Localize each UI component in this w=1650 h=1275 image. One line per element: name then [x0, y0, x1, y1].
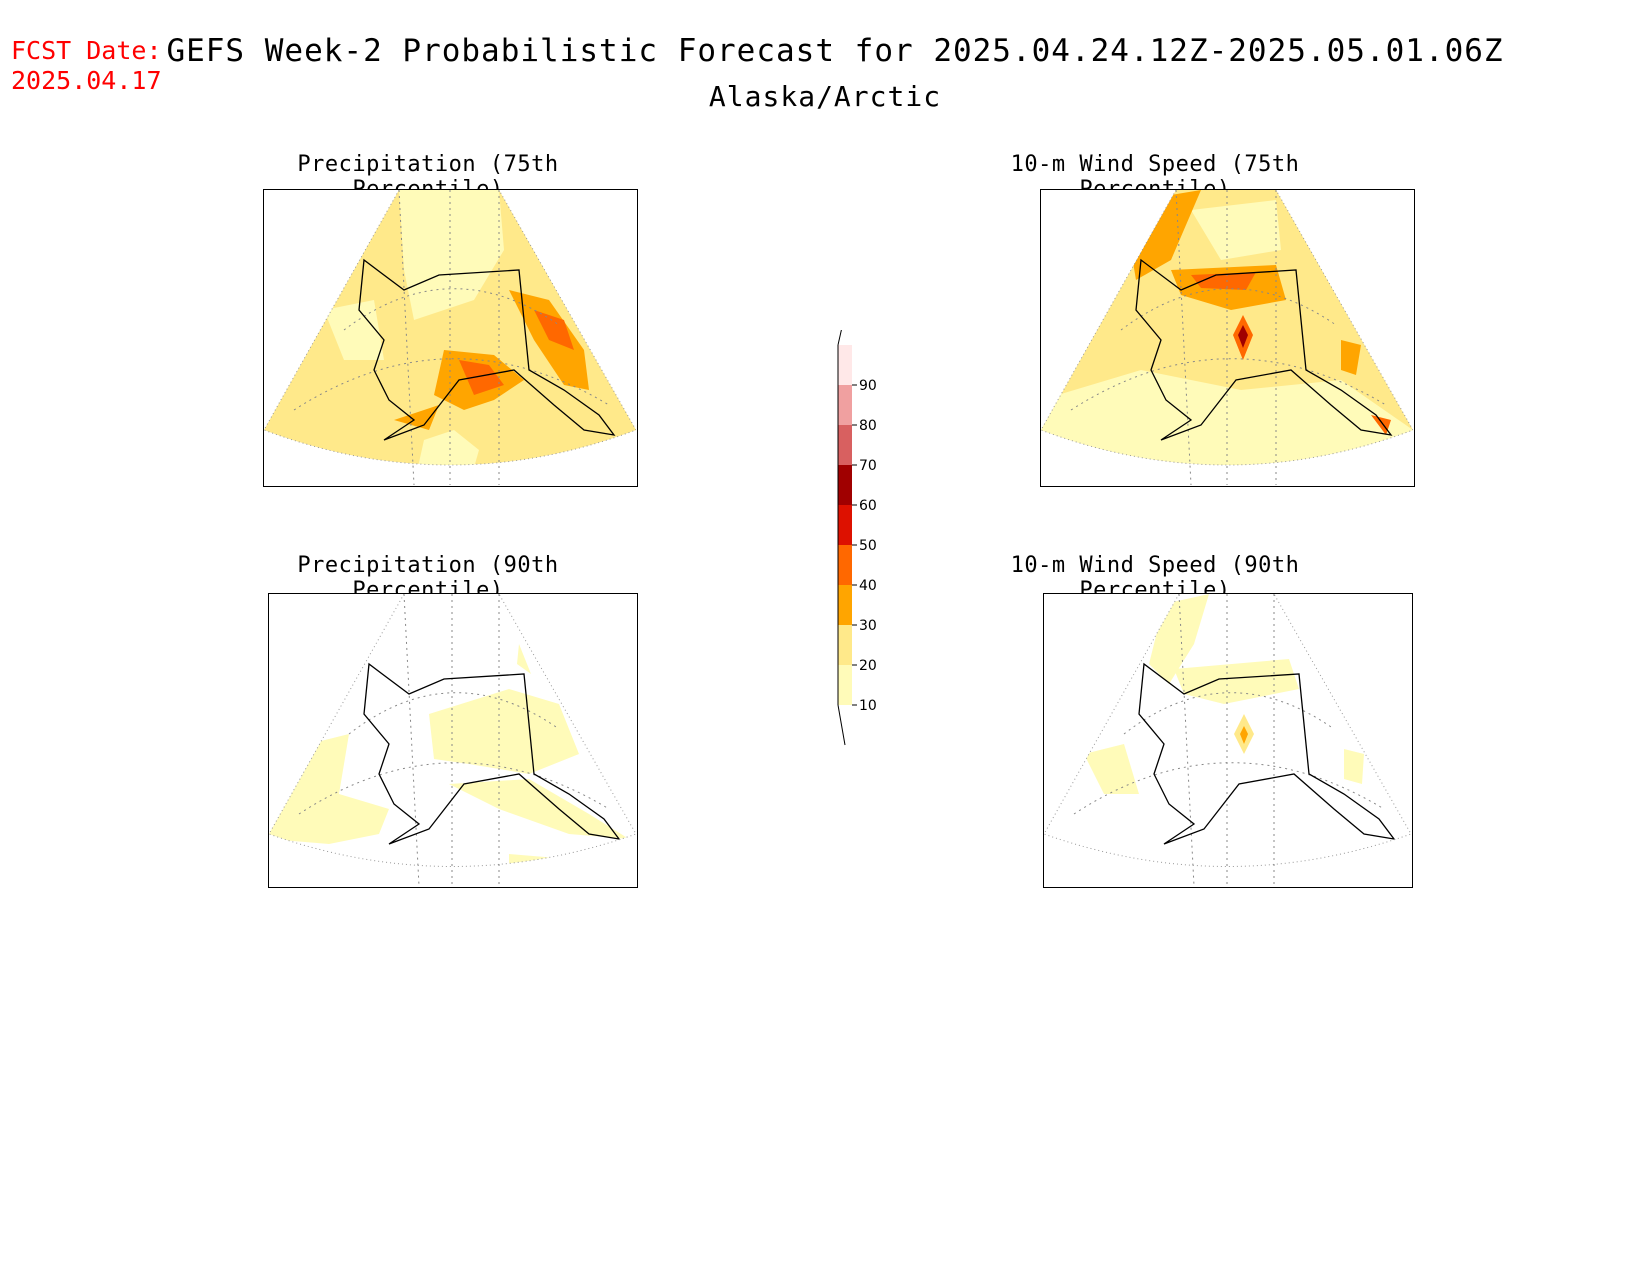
wind75-graticule: [1070, 190, 1387, 485]
colorbar-swatch-50: [838, 505, 852, 545]
precip90-area-10b: [429, 689, 579, 774]
colorbar-label-50: 50: [859, 538, 877, 554]
wind75-area-30c: [1341, 340, 1361, 375]
wind75-domain-edge: [1041, 190, 1413, 466]
colorbar: 10 20 30 40 50 60 70 80 90: [837, 330, 877, 746]
wind90-domain-edge: [1044, 594, 1411, 867]
colorbar-label-40: 40: [859, 578, 877, 594]
forecast-date-block: FCST Date: 2025.04.17: [11, 36, 162, 96]
precip75-area-30c: [394, 405, 439, 430]
colorbar-top-arrow: [837, 330, 842, 346]
colorbar-swatch-70: [838, 425, 852, 465]
wind90-graticule: [1073, 594, 1385, 886]
precip90-area-10e: [517, 644, 531, 674]
colorbar-swatch-80: [838, 385, 852, 425]
precip90-area-10: [269, 734, 389, 844]
fcst-date-value: 2025.04.17: [11, 66, 162, 95]
precip90-area-10c: [449, 779, 629, 839]
wind75-area-40c: [1371, 415, 1391, 435]
precip75-coastline: [358, 258, 616, 441]
colorbar-swatch-10: [838, 665, 852, 705]
precip75-area-10b: [414, 430, 479, 465]
precip75-area-40b: [459, 360, 504, 395]
map-wind90: [1043, 593, 1413, 888]
page-title: GEFS Week-2 Probabilistic Forecast for 2…: [166, 33, 1504, 69]
region-subtitle: Alaska/Arctic: [708, 80, 942, 113]
wind90-area-10c: [1084, 744, 1139, 794]
map-precip75: [263, 189, 638, 487]
map-wind75: [1040, 189, 1415, 487]
colorbar-bottom-arrow: [837, 704, 846, 746]
wind90-area-10b: [1174, 659, 1299, 704]
wind90-area-30: [1240, 726, 1248, 744]
colorbar-swatch-20: [838, 625, 852, 665]
precip75-area-40: [534, 310, 574, 350]
precip75-graticule: [293, 190, 610, 485]
colorbar-swatch-60: [838, 465, 852, 505]
colorbar-label-10: 10: [859, 698, 877, 714]
precip75-area-10: [399, 190, 504, 320]
colorbar-label-70: 70: [859, 458, 877, 474]
colorbar-swatch-40: [838, 545, 852, 585]
colorbar-label-30: 30: [859, 618, 877, 634]
wind90-area-10d: [1344, 749, 1364, 784]
map-precip90: [268, 593, 638, 888]
colorbar-label-80: 80: [859, 418, 877, 434]
precip90-area-10d: [509, 854, 569, 867]
fcst-date-label: FCST Date:: [11, 36, 162, 65]
colorbar-label-20: 20: [859, 658, 877, 674]
colorbar-label-60: 60: [859, 498, 877, 514]
colorbar-label-90: 90: [859, 378, 877, 394]
wind75-area-10b: [1191, 200, 1281, 260]
wind75-area-60: [1238, 325, 1248, 348]
wind75-coastline: [1135, 258, 1393, 441]
wind75-area-40: [1191, 272, 1256, 290]
colorbar-swatch-30: [838, 585, 852, 625]
precip75-domain-edge: [264, 190, 636, 466]
colorbar-swatch-90: [838, 345, 852, 385]
precip90-coastline: [363, 662, 621, 845]
precip90-graticule: [298, 594, 610, 886]
precip75-area-10c: [324, 300, 384, 360]
wind90-coastline: [1138, 662, 1396, 845]
